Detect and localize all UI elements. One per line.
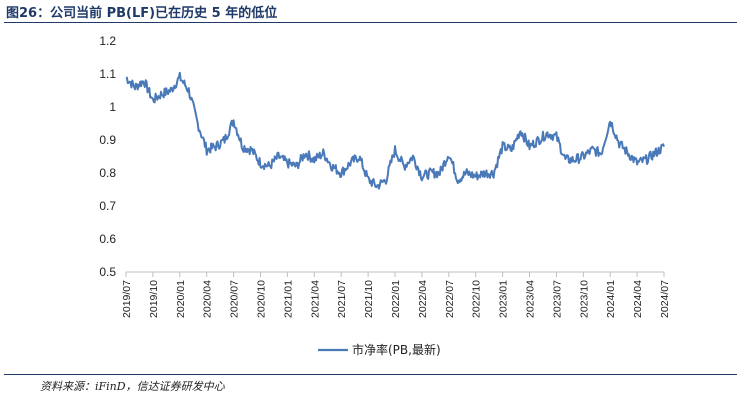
y-tick-label: 0.5: [99, 265, 116, 279]
x-tick-label: 2024/01: [605, 280, 617, 318]
top-rule: [4, 22, 737, 23]
x-tick-label: 2021/04: [309, 280, 321, 318]
x-tick-label: 2022/07: [444, 280, 456, 318]
x-tick-label: 2024/07: [659, 280, 671, 318]
plot-area: [125, 71, 665, 190]
source-note: 资料来源：iFinD，信达证券研发中心: [40, 380, 225, 393]
x-tick-label: 2021/07: [336, 280, 348, 318]
y-tick-label: 1.1: [99, 67, 116, 81]
x-tick-label: 2021/01: [282, 280, 294, 318]
legend-label: 市净率(PB,最新): [352, 342, 441, 357]
legend: 市净率(PB,最新): [318, 342, 441, 357]
x-tick-label: 2020/01: [175, 280, 187, 318]
x-tick-label: 2024/04: [632, 280, 644, 318]
x-tick-label: 2019/10: [148, 280, 160, 318]
x-axis: 2019/07 2019/10 2020/01 2020/04 2020/07 2020/…: [121, 271, 671, 318]
x-tick-label: 2020/10: [256, 280, 268, 318]
x-tick-label: 2023/04: [525, 280, 537, 318]
y-tick-label: 1: [109, 100, 116, 114]
bottom-rule: [4, 374, 737, 375]
y-tick-label: 1.2: [99, 34, 116, 48]
x-tick-label: 2021/10: [363, 280, 375, 318]
y-tick-label: 0.6: [99, 232, 116, 246]
y-tick-label: 0.7: [99, 199, 116, 213]
y-tick-label: 0.9: [99, 133, 116, 147]
x-tick-label: 2020/04: [202, 280, 214, 318]
y-axis: 0.5 0.6 0.7 0.8 0.9 1 1.1 1.2: [99, 34, 116, 279]
x-tick-label: 2023/10: [578, 280, 590, 318]
figure-title: 图26：公司当前 PB(LF)已在历史 5 年的低位: [6, 6, 278, 21]
x-tick-label: 2022/04: [417, 280, 429, 318]
x-tick-label: 2019/07: [121, 280, 133, 318]
x-tick-label: 2022/10: [471, 280, 483, 318]
x-tick-label: 2020/07: [229, 280, 241, 318]
y-tick-label: 0.8: [99, 166, 116, 180]
x-tick-label: 2023/07: [551, 280, 563, 318]
x-tick-label: 2022/01: [390, 280, 402, 318]
x-tick-label: 2023/01: [498, 280, 510, 318]
series-line-pb: [125, 71, 665, 190]
